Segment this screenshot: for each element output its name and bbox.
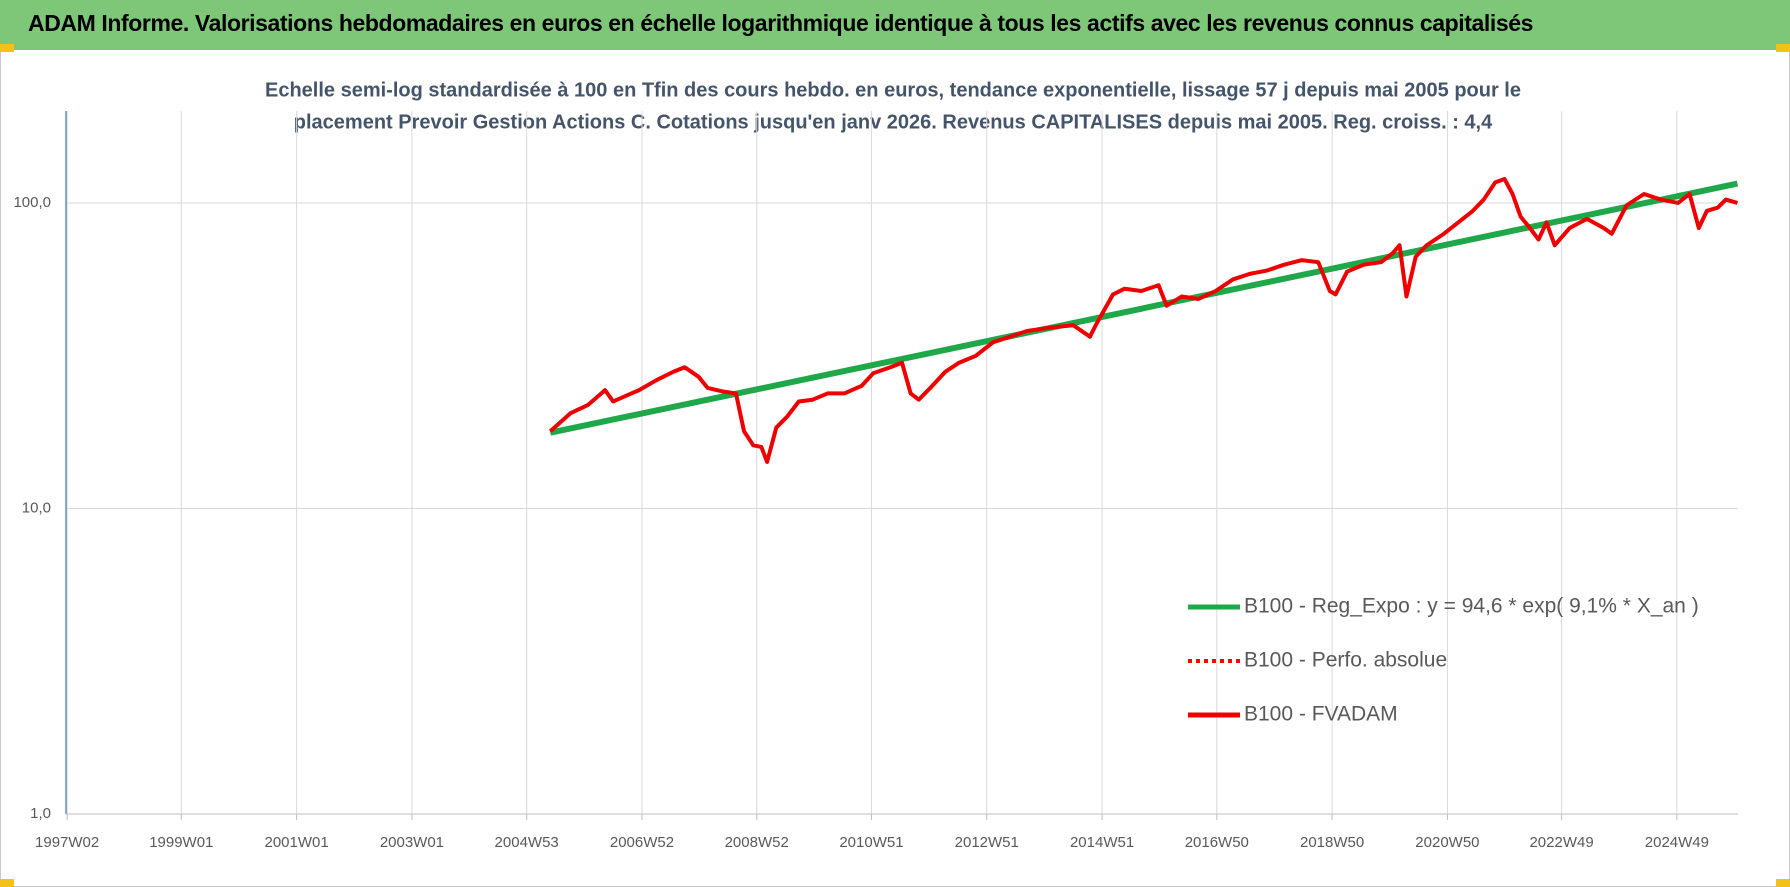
chart-subtitle: Echelle semi-log standardisée à 100 en T…	[265, 79, 1521, 101]
page-title: ADAM Informe. Valorisations hebdomadaire…	[28, 10, 1534, 36]
x-tick-label: 1999W01	[149, 834, 213, 851]
x-tick-label: 2006W52	[610, 834, 674, 851]
x-tick-label: 2012W51	[955, 834, 1019, 851]
x-tick-label: 2001W01	[265, 834, 329, 851]
x-tick-label: 2016W50	[1185, 834, 1249, 851]
corner	[0, 44, 14, 52]
x-tick-label: 2018W50	[1300, 834, 1364, 851]
chart: Echelle semi-log standardisée à 100 en T…	[13, 79, 1739, 851]
header-bar: ADAM Informe. Valorisations hebdomadaire…	[0, 0, 1790, 50]
corner	[0, 879, 14, 887]
chart-subtitle: placement Prevoir Gestion Actions C. Cot…	[294, 111, 1493, 133]
legend-label: B100 - Reg_Expo : y = 94,6 * exp( 9,1% *…	[1244, 595, 1699, 618]
legend-label: B100 - Perfo. absolue	[1244, 649, 1447, 672]
x-tick-label: 2022W49	[1529, 834, 1593, 851]
x-tick-label: 2014W51	[1070, 834, 1134, 851]
corner	[1776, 44, 1790, 52]
legend-label: B100 - FVADAM	[1244, 703, 1398, 726]
x-tick-label: 2003W01	[380, 834, 444, 851]
series-line	[548, 177, 1738, 464]
corner	[1776, 879, 1790, 887]
x-tick-label: 2020W50	[1415, 834, 1479, 851]
y-tick-label: 10,0	[22, 499, 51, 516]
y-tick-label: 1,0	[30, 805, 51, 822]
x-tick-label: 2024W49	[1645, 834, 1709, 851]
x-tick-label: 2004W53	[495, 834, 559, 851]
y-tick-label: 100,0	[13, 194, 51, 211]
x-tick-label: 2008W52	[725, 834, 789, 851]
x-tick-label: 1997W02	[35, 834, 99, 851]
series-line	[549, 180, 1739, 436]
x-tick-label: 2010W51	[839, 834, 903, 851]
